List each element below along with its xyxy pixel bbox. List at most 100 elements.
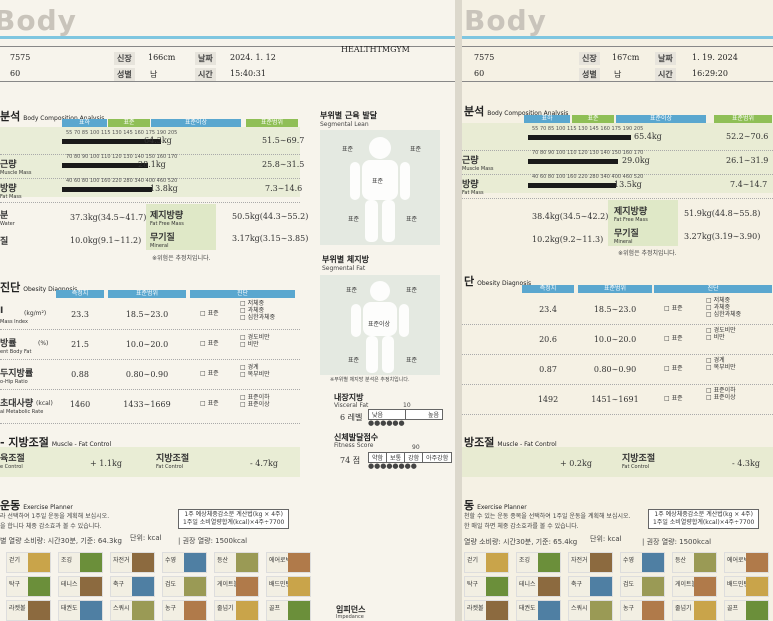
fat-control-label: 지방조절 Fat Control: [622, 454, 656, 470]
brand-rule: [0, 36, 455, 39]
bmr-value: 1460: [69, 400, 91, 409]
ob-options: □ 경계 □ 복부비만: [706, 357, 736, 371]
ob-header-diag: 진단: [190, 290, 295, 298]
body-silhouette-icon: [351, 281, 409, 373]
activity-photo-icon: [746, 601, 768, 620]
activity-photo-icon: [694, 601, 716, 620]
time-value: 16:29:20: [692, 69, 728, 78]
activity-tile: 줄넘기: [672, 600, 717, 621]
activity-photo-icon: [486, 601, 508, 620]
activity-photo-icon: [288, 553, 310, 572]
activity-name: 줄넘기: [217, 605, 234, 612]
activity-name: 테니스: [519, 581, 536, 588]
visceral-level: 6 레벨: [340, 413, 363, 422]
ob-header-range: 표준범위: [108, 290, 186, 298]
seg-lean-figure: 표준 표준 표준 표준 표준: [320, 130, 440, 245]
comp-header-range: 표준범위: [714, 115, 772, 123]
activity-tile: 테니스: [58, 576, 103, 597]
muscle-range: 25.8∼31.5: [262, 160, 305, 169]
fitness-sub: Fitness Score: [334, 442, 374, 449]
seg-lean-left-arm: 표준: [342, 146, 354, 153]
muscle-control-value: + 0.2kg: [560, 459, 592, 468]
activity-photo-icon: [486, 577, 508, 596]
height-label: 신장: [114, 52, 135, 65]
unit-label: 단위: kcal: [590, 535, 622, 543]
ob-standard-check: □ 표준: [664, 395, 683, 402]
activity-name: 농구: [165, 605, 177, 612]
age-value: 60: [10, 69, 21, 78]
activity-name: 게이트볼: [675, 581, 698, 588]
whr-range: 0.80∼0.90: [125, 370, 169, 379]
muscle-bar: [528, 159, 618, 164]
whr-options: □ 경계 □ 복부비만: [240, 364, 270, 378]
fitness-score: 74 점: [340, 456, 361, 465]
brand-rule: [462, 36, 773, 39]
pbf-range: 10.0∼20.0: [125, 340, 169, 349]
ob-row-bmr: 초대사량 (kcal) al Metabolic Rate 1460 1433∼…: [0, 390, 300, 424]
seg-fat-left-leg: 표준: [348, 357, 360, 364]
fitness-dots: ●●●●●●●●: [368, 462, 417, 470]
consumption-basis: 별 열량 소비량: 시간30분, 기준: 64.3kg: [0, 537, 122, 545]
activity-name: 테니스: [61, 581, 78, 588]
date-value: 1. 19. 2024: [692, 53, 738, 62]
muscle-scale: 70 80 90 100 110 120 130 140 150 160 170: [66, 154, 178, 160]
protein-label: 질: [0, 237, 9, 247]
fat-range: 7.4∼14.7: [730, 180, 768, 189]
protein-value: 10.0kg(9.1∼11.2): [70, 236, 142, 245]
pbf-value: 21.5: [71, 340, 89, 349]
gender-label: 성별: [114, 68, 135, 81]
activity-tile: 게이트볼: [214, 576, 259, 597]
visceral-scale: 낮음 높음: [368, 409, 443, 420]
activity-tile: 조깅: [58, 552, 103, 573]
patient-info: 7575 60 신장 167cm 성별 남 날짜 1. 19. 2024 시간 …: [462, 46, 773, 82]
activity-tile: 태권도: [58, 600, 103, 621]
muscle-scale: 70 80 90 100 110 120 130 140 150 160 170: [532, 150, 644, 156]
activity-name: 조깅: [519, 557, 531, 564]
weight-scale: 55 70 85 100 115 130 145 160 175 190 205: [532, 126, 644, 132]
activity-photo-icon: [288, 577, 310, 596]
fat-control-value: - 4.3kg: [732, 459, 760, 468]
comp-row-weight: 55 70 85 100 115 130 145 160 175 190 205…: [462, 123, 773, 151]
activity-photo-icon: [746, 577, 768, 596]
gender-value: 남: [150, 70, 158, 79]
activity-tile: 축구: [110, 576, 155, 597]
exercise-title: 운동 Exercise Planner: [0, 499, 73, 512]
ob-row-bmi: I (kg/m²) Mass Index 23.3 18.5∼23.0 □ 표준…: [0, 300, 300, 330]
activity-tile: 골프: [266, 600, 311, 621]
fat-range: 7.3∼14.6: [265, 184, 303, 193]
fitness-scale: 약함 보통 강함 아주강함: [368, 452, 453, 463]
bmr-options: □ 표준이하 □ 표준이상: [240, 394, 270, 408]
weight-bar: [62, 139, 161, 144]
report-sheet-right: Body 7575 60 신장 167cm 성별 남 날짜 1. 19. 202…: [462, 0, 773, 621]
activity-name: 축구: [571, 581, 583, 588]
visceral-mark: 10: [403, 402, 411, 409]
gender-value: 남: [614, 70, 622, 79]
weight-value: 65.4kg: [634, 132, 662, 141]
activity-tile: 농구: [162, 600, 207, 621]
activity-name: 걷기: [9, 557, 21, 564]
ob-range: 10.0∼20.0: [593, 335, 637, 344]
activity-name: 게이트볼: [217, 581, 240, 588]
time-value: 15:40:31: [230, 69, 266, 78]
comp-header-std: 표준: [108, 119, 150, 127]
activity-photo-icon: [28, 601, 50, 620]
activity-tile: 검도: [620, 576, 665, 597]
activity-photo-icon: [28, 553, 50, 572]
fitness-mark: 90: [412, 444, 420, 451]
muscle-control-value: + 1.1kg: [90, 459, 122, 468]
height-value: 167cm: [612, 53, 640, 62]
ob-header-diag: 진단: [654, 285, 772, 293]
ob-standard-check: □ 표준: [664, 365, 683, 372]
activity-name: 자전거: [113, 557, 130, 564]
ob-value: 0.87: [539, 365, 557, 374]
activity-tile: 수영: [162, 552, 207, 573]
visceral-dots: ●●●●●●: [368, 419, 405, 427]
body-silhouette-icon: [350, 137, 410, 242]
activity-name: 축구: [113, 581, 125, 588]
ob-header-value: 측정치: [522, 285, 574, 293]
fat-bar: [62, 187, 152, 192]
exercise-desc-1: 라 선택하여 1주일 운동을 계획해 보십시오.: [0, 513, 110, 520]
weight-scale: 55 70 85 100 115 130 145 160 175 190 205: [66, 130, 178, 136]
activity-photo-icon: [80, 601, 102, 620]
